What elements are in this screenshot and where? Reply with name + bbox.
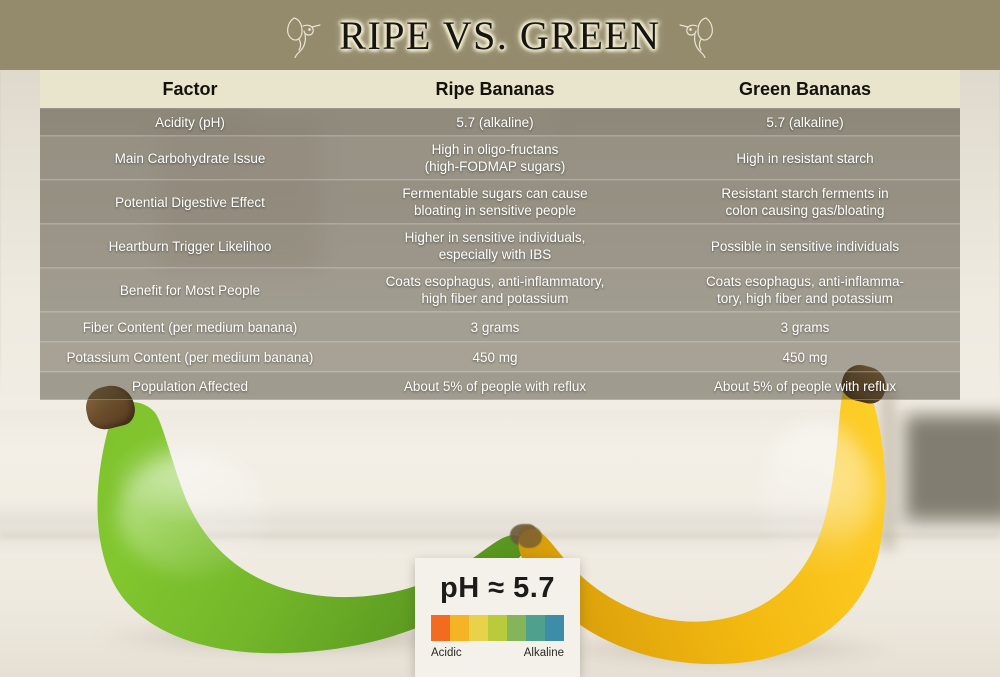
row-green-value: 3 grams: [780, 319, 830, 335]
row-ripe-value: 3 grams: [470, 319, 520, 335]
ph-scale-labels: Acidic Alkaline: [431, 647, 564, 659]
table-row: Potassium Content (per medium banana) 45…: [40, 342, 960, 372]
row-green-value: 450 mg: [782, 349, 828, 365]
ph-label-acidic: Acidic: [431, 647, 462, 659]
ph-label-alkaline: Alkaline: [523, 647, 564, 659]
table-row: Population Affected About 5% of people w…: [40, 372, 960, 400]
hummingbird-icon: [679, 17, 713, 58]
hummingbird-icon: [287, 17, 321, 58]
comparison-table: Factor Ripe Bananas Green Bananas Acidit…: [40, 70, 960, 400]
column-header-green: Green Bananas: [738, 78, 872, 99]
ph-swatch-7: [545, 615, 564, 641]
row-ripe-value: Coats esophagus, anti-inflammatory, high…: [385, 274, 605, 306]
row-ripe-value: 450 mg: [472, 349, 518, 365]
ph-swatch-3: [469, 615, 488, 641]
row-factor: Heartburn Trigger Likelihoo: [108, 238, 272, 254]
blurred-wall-panel-secondary: [160, 120, 320, 270]
table-row: Heartburn Trigger Likelihoo Higher in se…: [40, 224, 960, 268]
ph-swatch-4: [488, 615, 507, 641]
row-green-value: Possible in sensitive individuals: [710, 238, 900, 254]
counter-edge-line: [0, 534, 1000, 537]
table-row: Benefit for Most People Coats esophagus,…: [40, 268, 960, 312]
ph-value-text: pH ≈ 5.7: [439, 572, 555, 604]
row-factor: Fiber Content (per medium banana): [82, 319, 298, 335]
row-ripe-value: 5.7 (alkaline): [456, 114, 534, 130]
table-row: Main Carbohydrate Issue High in oligo-fr…: [40, 136, 960, 180]
row-green-value: 5.7 (alkaline): [766, 114, 844, 130]
ph-indicator-card: pH ≈ 5.7 Acidic Alkaline: [415, 558, 580, 677]
row-green-value: About 5% of people with reflux: [713, 378, 897, 394]
row-ripe-value: Fermentable sugars can cause bloating in…: [402, 186, 588, 218]
row-factor: Benefit for Most People: [119, 282, 261, 298]
table-header-row: Factor Ripe Bananas Green Bananas: [40, 70, 960, 108]
title-banner: RIPE VS. GREEN: [0, 0, 1000, 70]
row-green-value: High in resistant starch: [736, 150, 874, 166]
row-factor: Main Carbohydrate Issue: [114, 150, 266, 166]
ph-swatch-2: [450, 615, 469, 641]
page-title: RIPE VS. GREEN: [339, 12, 661, 58]
column-header-ripe: Ripe Bananas: [435, 78, 555, 99]
row-ripe-value: High in oligo-fructans (high-FODMAP suga…: [424, 142, 566, 174]
table-row: Acidity (pH) 5.7 (alkaline) 5.7 (alkalin…: [40, 108, 960, 136]
blurred-cabinet: [905, 415, 1000, 520]
table-row: Potential Digestive Effect Fermentable s…: [40, 180, 960, 224]
row-ripe-value: About 5% of people with reflux: [403, 378, 587, 394]
table-row: Fiber Content (per medium banana) 3 gram…: [40, 312, 960, 342]
ph-swatch-6: [526, 615, 545, 641]
ph-swatch-1: [431, 615, 450, 641]
row-factor: Population Affected: [131, 378, 249, 394]
row-green-value: Coats esophagus, anti-inflamma- tory, hi…: [705, 274, 905, 306]
ph-color-scale: [431, 615, 564, 641]
ripe-banana-tip: [518, 526, 542, 548]
row-factor: Acidity (pH): [155, 114, 225, 130]
ripe-banana-highlight: [762, 420, 872, 570]
row-factor: Potential Digestive Effect: [115, 194, 265, 210]
green-banana-highlight: [118, 454, 268, 574]
column-header-factor: Factor: [162, 78, 218, 99]
ph-swatch-5: [507, 615, 526, 641]
row-factor: Potassium Content (per medium banana): [66, 349, 314, 365]
row-green-value: Resistant starch ferments in colon causi…: [721, 186, 889, 218]
row-ripe-value: Higher in sensitive individuals, especia…: [404, 230, 586, 262]
